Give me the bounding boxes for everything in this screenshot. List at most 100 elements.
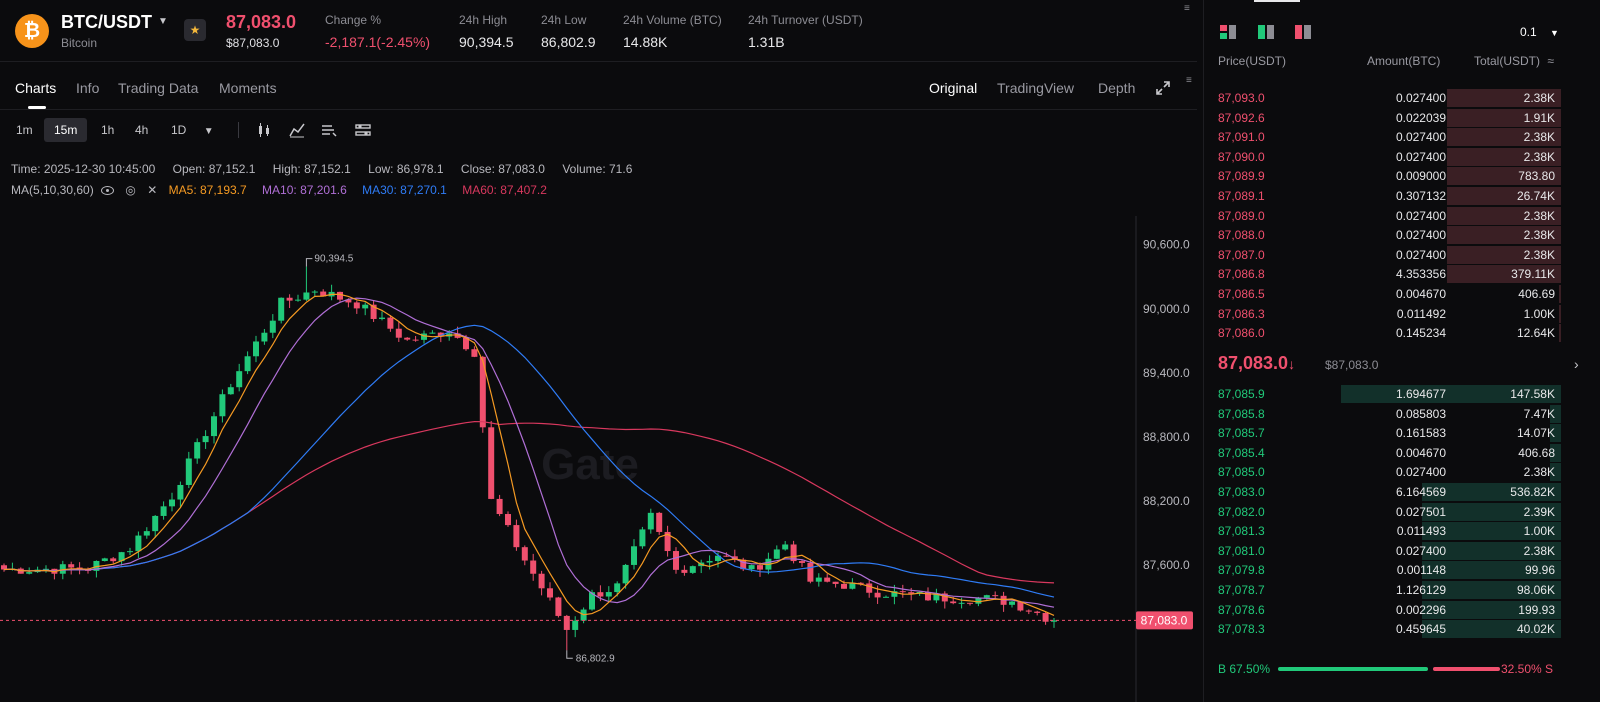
ask-price: 87,091.0 [1218,130,1265,145]
candle-body [925,591,931,601]
book-view-asks-icon[interactable] [1295,25,1311,39]
candle-body [748,565,755,570]
ask-row[interactable]: 87,092.6 0.022039 1.91K [1204,108,1600,127]
bid-price: 87,078.3 [1218,622,1265,637]
candle-body [647,512,654,530]
ask-row[interactable]: 87,091.0 0.027400 2.38K [1204,127,1600,147]
stat-value: -2,187.1(-2.45%) [325,34,431,50]
bid-row[interactable]: 87,082.0 0.027501 2.39K [1204,502,1600,521]
depth-bar [1446,265,1561,284]
book-view-bids-icon[interactable] [1258,25,1274,39]
candlestick-chart[interactable]: Gate 90,600.0 90,000.0 89,400.0 88,800.0 88,2… [0,152,1197,702]
drag-handle-icon[interactable]: ≡ [1184,3,1190,14]
ask-row[interactable]: 87,086.3 0.011492 1.00K [1204,304,1600,323]
bid-row[interactable]: 87,079.8 0.001148 99.96 [1204,560,1600,580]
ask-row[interactable]: 87,089.1 0.307132 26.74K [1204,186,1600,205]
drawing-tools-icon[interactable] [321,122,337,138]
bid-price: 87,081.3 [1218,524,1265,539]
bid-row[interactable]: 87,078.6 0.002296 199.93 [1204,600,1600,619]
ask-total: 379.11K [1511,267,1555,282]
bid-total: 147.58K [1510,387,1555,401]
candle-body [740,559,747,570]
candle-body [463,337,469,350]
candle-body [303,292,310,300]
bid-row[interactable]: 87,078.3 0.459645 40.02K [1204,619,1600,639]
view-original[interactable]: Original [929,80,978,96]
book-view-both-icon[interactable] [1220,25,1236,39]
ask-row[interactable]: 87,093.0 0.027400 2.38K [1204,88,1600,107]
ask-row[interactable]: 87,086.0 0.145234 12.64K [1204,323,1600,343]
candle-body [521,547,528,561]
timeframe-1d[interactable]: 1D ▼ [161,118,224,142]
view-depth[interactable]: Depth [1098,80,1136,96]
ask-price: 87,089.1 [1218,189,1265,203]
ask-row[interactable]: 87,086.8 4.353356 379.11K [1204,264,1600,284]
candle-body [202,436,209,443]
eye-icon[interactable] [101,186,115,196]
view-tradingview[interactable]: TradingView [997,80,1075,96]
stat-label: 24h High [459,13,508,27]
candle-volume: Volume: 71.6 [562,162,633,176]
expand-icon[interactable] [1156,81,1170,95]
depth-bar [1422,561,1561,580]
ask-row[interactable]: 87,090.0 0.027400 2.38K [1204,147,1600,166]
chart-settings-icon[interactable] [355,122,371,138]
chart-panel: Charts Info Trading Data Moments Origina… [0,66,1197,702]
ask-row[interactable]: 87,089.0 0.027400 2.38K [1204,206,1600,225]
high-label: 90,394.5 [314,254,353,265]
buy-ratio-bar [1278,667,1428,671]
indicator-icon[interactable] [289,122,305,138]
stat-24h-high: 24h High 90,394.5 [459,13,514,50]
toolbar-divider [238,122,239,138]
candle-body [370,304,377,319]
tab-trading-data[interactable]: Trading Data [118,80,199,96]
candlestick-type-icon[interactable] [256,122,272,138]
ask-price: 87,086.0 [1218,326,1265,341]
depth-bar [1446,226,1561,245]
bid-total: 98.06K [1516,583,1555,597]
ask-row[interactable]: 87,087.0 0.027400 2.38K [1204,245,1600,264]
timeframe-1h[interactable]: 1h [101,123,115,137]
toggle-unit-icon[interactable]: ≈ [1547,54,1554,68]
ask-row[interactable]: 87,088.0 0.027400 2.38K [1204,225,1600,245]
tab-charts[interactable]: Charts [15,80,57,96]
candle-body [874,592,881,598]
bid-row[interactable]: 87,085.4 0.004670 406.68 [1204,443,1600,462]
tab-moments[interactable]: Moments [219,80,277,96]
favorite-star-icon[interactable]: ★ [184,19,206,41]
bid-row[interactable]: 87,085.9 1.694677 147.58K [1204,384,1600,403]
caret-down-icon[interactable]: ▼ [158,16,168,27]
drag-handle-icon[interactable]: ≡ [1186,75,1192,86]
settings-icon[interactable]: ◎ [125,183,136,197]
ask-row[interactable]: 87,086.5 0.004670 406.69 [1204,284,1600,303]
bid-total: 199.93 [1518,602,1555,617]
bid-row[interactable]: 87,085.7 0.161583 14.07K [1204,423,1600,443]
chevron-right-icon[interactable]: › [1574,356,1579,372]
ask-amount: 0.027400 [1395,149,1446,164]
timeframe-1m[interactable]: 1m [16,123,33,137]
timeframe-15m[interactable]: 15m [44,118,88,142]
candle-body [664,531,671,552]
bid-row[interactable]: 87,081.0 0.027400 2.38K [1204,541,1600,560]
bid-row[interactable]: 87,085.0 0.027400 2.38K [1204,462,1600,482]
ma5-line [3,293,1055,616]
candle-body [1034,611,1041,613]
candle-body [866,583,873,593]
timeframe-4h[interactable]: 4h [135,123,149,137]
bid-row[interactable]: 87,085.8 0.085803 7.47K [1204,404,1600,423]
candle-body [757,565,763,570]
close-icon[interactable]: ✕ [147,183,158,197]
ask-row[interactable]: 87,089.9 0.009000 783.80 [1204,166,1600,186]
bid-row[interactable]: 87,083.0 6.164569 536.82K [1204,482,1600,501]
bid-price: 87,085.8 [1218,406,1265,421]
tab-info[interactable]: Info [76,80,100,96]
candle-body [656,512,663,532]
bid-row[interactable]: 87,081.3 0.011493 1.00K [1204,521,1600,541]
bid-row[interactable]: 87,078.7 1.126129 98.06K [1204,580,1600,599]
pair-selector[interactable]: BTC/USDT [61,12,152,32]
candle-body [941,593,948,602]
bid-amount: 1.126129 [1395,583,1446,597]
candle-body [538,573,545,589]
ask-price: 87,093.0 [1218,91,1265,105]
precision-select[interactable]: 0.1 ▼ [1520,25,1559,39]
